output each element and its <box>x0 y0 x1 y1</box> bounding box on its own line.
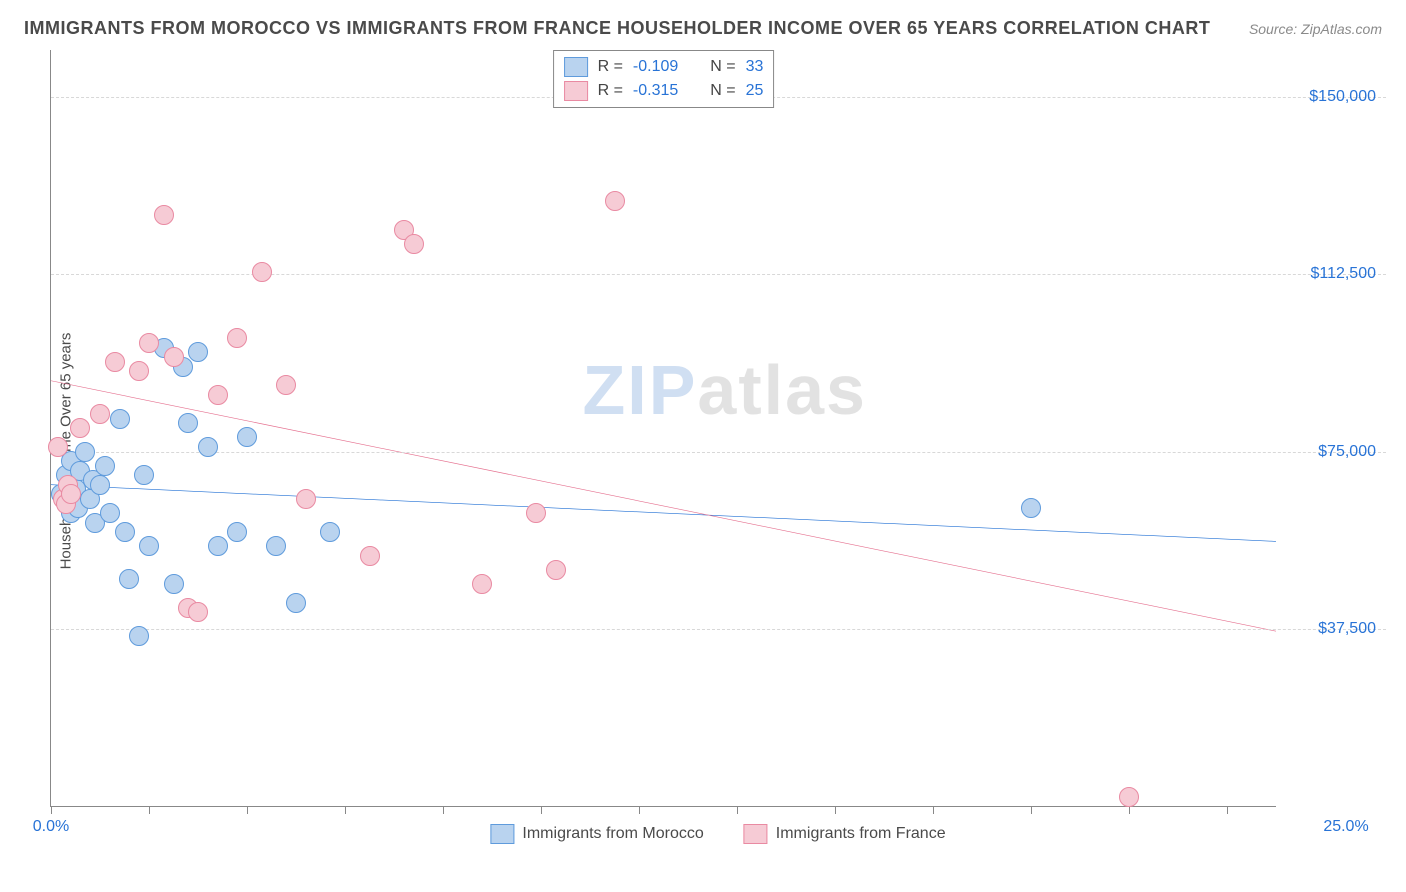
n-label: N = <box>710 82 735 100</box>
correlation-legend: R = -0.109 N = 33 R = -0.315 N = 25 <box>553 50 775 108</box>
data-point <box>75 442 95 462</box>
plot-area: ZIPatlas R =-0.109N =33R =-0.315N =25 $3… <box>50 50 1276 807</box>
data-point <box>70 418 90 438</box>
r-label: R = <box>598 82 623 100</box>
data-point <box>164 347 184 367</box>
data-point <box>129 361 149 381</box>
x-tick <box>933 806 934 814</box>
x-tick <box>1031 806 1032 814</box>
x-tick <box>443 806 444 814</box>
x-tick <box>1129 806 1130 814</box>
trend-line <box>51 381 1276 631</box>
data-point <box>129 626 149 646</box>
y-tick-label: $112,500 <box>1286 265 1376 283</box>
data-point <box>546 560 566 580</box>
x-tick <box>737 806 738 814</box>
legend-swatch <box>564 81 588 101</box>
grid-line <box>51 452 1386 453</box>
data-point <box>1119 787 1139 807</box>
data-point <box>320 522 340 542</box>
data-point <box>198 437 218 457</box>
plot-wrapper: Householder Income Over 65 years ZIPatla… <box>50 50 1386 852</box>
legend-swatch <box>744 824 768 844</box>
r-value: -0.315 <box>633 82 678 100</box>
data-point <box>188 602 208 622</box>
grid-line <box>51 629 1386 630</box>
data-point <box>178 413 198 433</box>
series-legend-item: Immigrants from Morocco <box>490 824 703 844</box>
data-point <box>95 456 115 476</box>
source-label: Source: ZipAtlas.com <box>1249 21 1382 37</box>
correlation-legend-row: R = -0.109 N = 33 <box>564 55 764 79</box>
y-tick-label: $37,500 <box>1286 620 1376 638</box>
data-point <box>208 385 228 405</box>
data-point <box>134 465 154 485</box>
legend-swatch <box>564 57 588 77</box>
x-tick <box>541 806 542 814</box>
y-tick-label: $150,000 <box>1286 88 1376 106</box>
data-point <box>105 352 125 372</box>
legend-swatch <box>490 824 514 844</box>
data-point <box>139 536 159 556</box>
data-point <box>286 593 306 613</box>
n-value: 33 <box>746 58 764 76</box>
data-point <box>208 536 228 556</box>
data-point <box>139 333 159 353</box>
n-label: N = <box>710 58 735 76</box>
data-point <box>119 569 139 589</box>
data-point <box>227 522 247 542</box>
series-name: Immigrants from Morocco <box>522 825 703 843</box>
data-point <box>227 328 247 348</box>
x-tick <box>639 806 640 814</box>
data-point <box>472 574 492 594</box>
series-legend: Immigrants from Morocco Immigrants from F… <box>490 824 945 844</box>
data-point <box>188 342 208 362</box>
series-legend-item: Immigrants from France <box>744 824 946 844</box>
x-tick <box>51 806 52 814</box>
data-point <box>605 191 625 211</box>
chart-title: IMMIGRANTS FROM MOROCCO VS IMMIGRANTS FR… <box>24 18 1210 39</box>
data-point <box>404 234 424 254</box>
data-point <box>100 503 120 523</box>
x-tick <box>247 806 248 814</box>
y-tick-label: $75,000 <box>1286 443 1376 461</box>
data-point <box>276 375 296 395</box>
n-value: 25 <box>746 82 764 100</box>
data-point <box>237 427 257 447</box>
x-tick <box>1227 806 1228 814</box>
x-tick <box>345 806 346 814</box>
x-tick-label: 25.0% <box>1323 818 1368 836</box>
trend-lines-svg <box>51 50 1276 806</box>
data-point <box>266 536 286 556</box>
r-value: -0.109 <box>633 58 678 76</box>
data-point <box>526 503 546 523</box>
data-point <box>154 205 174 225</box>
x-tick <box>835 806 836 814</box>
data-point <box>90 475 110 495</box>
correlation-legend-row: R = -0.315 N = 25 <box>564 79 764 103</box>
series-name: Immigrants from France <box>776 825 946 843</box>
x-tick-label: 0.0% <box>33 818 69 836</box>
data-point <box>61 484 81 504</box>
data-point <box>252 262 272 282</box>
data-point <box>296 489 316 509</box>
r-label: R = <box>598 58 623 76</box>
data-point <box>48 437 68 457</box>
data-point <box>360 546 380 566</box>
data-point <box>115 522 135 542</box>
data-point <box>90 404 110 424</box>
data-point <box>164 574 184 594</box>
data-point <box>110 409 130 429</box>
x-tick <box>149 806 150 814</box>
data-point <box>1021 498 1041 518</box>
